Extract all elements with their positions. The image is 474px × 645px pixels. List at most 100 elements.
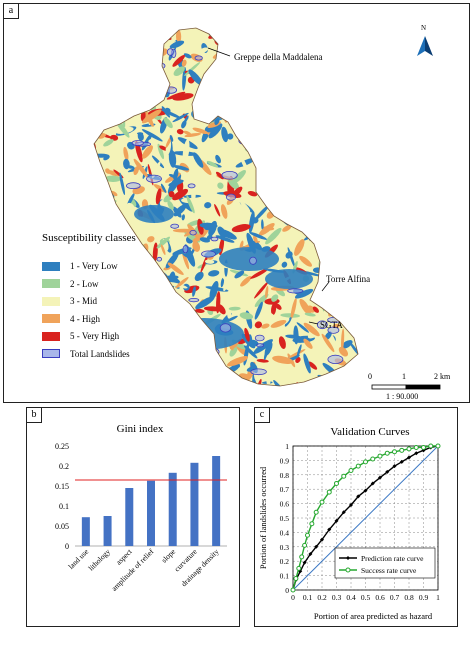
legend-item: 2 - Low — [42, 278, 99, 290]
x-tick-label: 0.6 — [375, 593, 385, 602]
x-tick-label: 0.3 — [332, 593, 342, 602]
data-point — [293, 575, 299, 581]
susceptibility-map — [93, 27, 441, 390]
chart-title: Gini index — [117, 423, 164, 435]
data-point — [399, 447, 405, 453]
x-tick-label: 0.4 — [346, 593, 356, 602]
y-tick-label: 0.6 — [280, 500, 290, 509]
legend-label: 2 - Low — [70, 278, 99, 289]
x-tick-label: 0.2 — [317, 593, 327, 602]
data-point — [414, 451, 419, 456]
y-tick-label: 0.25 — [55, 442, 69, 451]
x-tick-label: 1 — [436, 593, 440, 602]
leader-line-east — [321, 281, 330, 292]
legend-swatch — [42, 349, 60, 358]
y-tick-label: 0.7 — [280, 485, 290, 494]
x-tick-label: 0.5 — [361, 593, 371, 602]
x-tick-label: 0.9 — [419, 593, 429, 602]
y-tick-label: 0 — [285, 586, 289, 595]
scale-tick-1: 1 — [402, 372, 406, 381]
bar — [81, 517, 90, 546]
data-point — [299, 554, 305, 560]
leader-line-north — [207, 47, 231, 57]
validation-panel: c Validation Curves Portion of area pred… — [254, 407, 458, 627]
x-tick-label: lithology — [86, 547, 112, 573]
data-point — [355, 463, 361, 469]
data-point — [320, 537, 324, 542]
map-panel: a Greppe della Maddalena Torre Alfina SG… — [3, 3, 470, 403]
legend-item: 3 - Mid — [42, 295, 97, 307]
legend-marker — [346, 556, 350, 560]
bar — [103, 516, 112, 546]
legend-label: 5 - Very High — [70, 331, 120, 341]
x-tick-label: 0.1 — [303, 593, 313, 602]
panel-label: a — [4, 4, 19, 19]
x-tick-label: 0.7 — [390, 593, 400, 602]
validation-chart: Validation Curves Portion of area predic… — [258, 426, 441, 621]
data-point — [290, 587, 296, 593]
legend-item: 4 - High — [42, 313, 100, 325]
data-point — [313, 509, 319, 515]
data-point — [296, 565, 302, 571]
place-label-south: SGTA — [320, 320, 343, 330]
legend-swatch — [42, 261, 60, 271]
chart-legend — [334, 547, 436, 579]
y-tick-label: 0.4 — [280, 528, 290, 537]
legend-label: 4 - High — [70, 313, 100, 324]
scale-bar — [371, 384, 441, 390]
data-point — [421, 444, 426, 450]
scale-tick-0: 0 — [368, 372, 372, 381]
data-point — [363, 459, 368, 465]
data-point — [370, 456, 376, 462]
data-point — [334, 518, 339, 523]
legend-item: Total Landslides — [42, 348, 130, 360]
north-label: N — [421, 24, 427, 32]
data-point — [407, 455, 411, 460]
y-tick-label: 0.15 — [55, 482, 69, 491]
panel-label: c — [255, 408, 270, 423]
legend-label: 1 - Very Low — [70, 261, 118, 271]
x-tick-label: 0.8 — [404, 593, 414, 602]
data-point — [326, 489, 332, 495]
bar — [212, 456, 221, 546]
data-point — [348, 467, 354, 473]
data-point — [341, 510, 346, 515]
bar — [147, 480, 155, 546]
y-tick-label: 0.5 — [280, 514, 290, 523]
data-point — [370, 481, 375, 486]
data-point — [334, 480, 339, 486]
data-point — [349, 503, 353, 508]
data-point — [302, 542, 308, 548]
legend-label: Total Landslides — [70, 348, 130, 359]
data-point — [435, 443, 441, 449]
susceptibility-raster — [94, 28, 358, 386]
data-point — [302, 560, 307, 565]
legend-marker — [345, 567, 351, 573]
gini-panel: b Gini index 0 0.05 0.1 0.15 0.2 0.25 land use… — [26, 407, 240, 627]
data-point — [319, 499, 325, 505]
y-tick-label: 0.05 — [55, 522, 69, 531]
y-tick-label: 0.2 — [59, 462, 69, 471]
data-point — [327, 527, 332, 532]
diagonal-reference-line — [292, 445, 439, 591]
legend-swatch — [42, 296, 60, 306]
bar — [125, 488, 134, 546]
legend-label: 3 - Mid — [70, 296, 97, 306]
scale-ratio: 1 : 90.000 — [386, 392, 419, 401]
chart-title: Validation Curves — [330, 426, 409, 438]
map-boundary — [93, 27, 359, 387]
data-point — [377, 453, 383, 459]
data-point — [406, 446, 412, 452]
y-tick-label: 0.3 — [280, 543, 290, 552]
data-point — [309, 521, 315, 527]
data-point — [305, 532, 310, 538]
y-tick-label: 0.8 — [280, 471, 290, 480]
y-axis-label: Portion of landslides occurred — [258, 466, 268, 569]
y-tick-label: 0.2 — [280, 557, 290, 566]
data-point — [392, 464, 397, 469]
y-tick-label: 0.1 — [280, 572, 290, 581]
data-point — [413, 444, 419, 450]
data-point — [308, 552, 313, 556]
legend-swatch — [42, 279, 60, 288]
